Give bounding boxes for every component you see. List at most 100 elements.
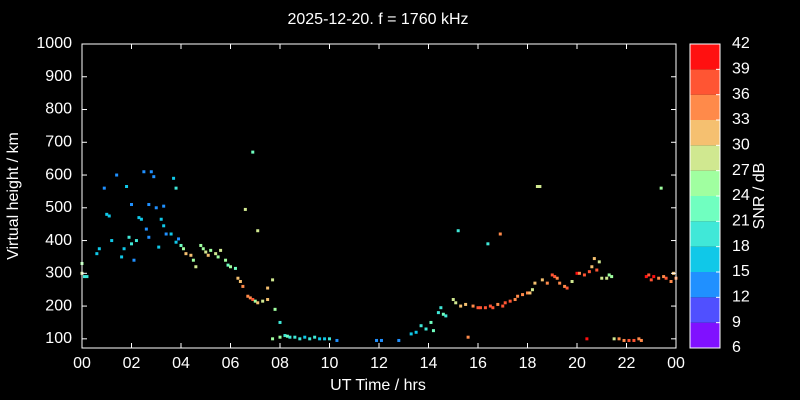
data-point [172, 176, 176, 180]
data-point [110, 239, 114, 243]
data-point [491, 306, 495, 310]
data-point [464, 302, 468, 306]
data-point [637, 337, 641, 341]
data-point [441, 312, 445, 316]
data-point [248, 296, 252, 300]
data-point [261, 299, 265, 303]
data-point [535, 185, 539, 188]
data-point [627, 338, 631, 342]
data-point [122, 247, 126, 251]
data-point [605, 276, 609, 280]
data-point [159, 217, 163, 221]
colorbar-tick-label: 12 [732, 289, 750, 306]
y-axis-label: Virtual height / km [5, 132, 22, 260]
data-point [550, 273, 554, 277]
data-point [488, 304, 492, 308]
data-point [652, 275, 656, 279]
data-point [271, 337, 275, 341]
data-point [335, 338, 339, 342]
data-point [154, 206, 158, 210]
data-point [553, 275, 557, 279]
y-tick-label: 300 [45, 265, 72, 282]
data-point [570, 280, 574, 283]
data-point [199, 243, 203, 247]
x-tick-label: 06 [222, 355, 240, 372]
colorbar-tick-label: 15 [732, 263, 750, 280]
data-point [375, 338, 379, 342]
data-point [503, 301, 507, 305]
x-tick-label: 10 [321, 355, 339, 372]
data-point [563, 284, 567, 288]
colorbar-tick-label: 24 [732, 187, 750, 204]
y-tick-label: 900 [45, 68, 72, 85]
data-point [174, 186, 178, 190]
data-point [644, 275, 648, 279]
data-point [144, 227, 148, 231]
data-point [533, 281, 537, 285]
data-point [471, 304, 475, 308]
data-point [612, 337, 616, 341]
data-point [127, 235, 131, 239]
data-point [429, 320, 433, 324]
colorbar-band [690, 170, 720, 196]
x-axis-label: UT Time / hrs [330, 377, 426, 394]
data-point [436, 311, 440, 315]
chart-title: 2025-12-20. f = 1760 kHz [287, 11, 468, 28]
data-point [147, 235, 151, 239]
data-point [597, 260, 601, 264]
data-point [575, 271, 579, 275]
data-point [134, 239, 138, 243]
data-point [538, 185, 542, 188]
data-point [496, 302, 500, 306]
data-point [219, 248, 223, 252]
data-point [139, 217, 143, 221]
data-point [293, 335, 297, 339]
colorbar-tick-label: 27 [732, 162, 750, 179]
data-point [508, 299, 512, 303]
data-point [120, 255, 124, 259]
data-point [256, 229, 260, 233]
x-tick-label: 00 [667, 355, 685, 372]
x-tick-label: 14 [420, 355, 438, 372]
data-point [102, 186, 106, 190]
data-point [431, 329, 435, 333]
data-point [181, 247, 185, 251]
data-point [216, 255, 220, 259]
data-point [466, 335, 470, 339]
data-point [323, 337, 327, 341]
data-point [439, 306, 443, 310]
data-point [224, 258, 228, 262]
data-point [577, 271, 581, 275]
data-point [266, 286, 270, 290]
data-point [238, 280, 242, 283]
data-point [454, 301, 458, 305]
data-point [82, 275, 86, 279]
y-tick-label: 700 [45, 133, 72, 150]
colorbar-band [690, 145, 720, 171]
data-point [246, 294, 250, 298]
data-point [565, 286, 569, 290]
data-point [130, 203, 133, 207]
data-point [157, 245, 161, 249]
data-point [657, 276, 661, 280]
colorbar-tick-label: 6 [732, 339, 741, 356]
data-point [513, 298, 517, 302]
data-point [600, 276, 604, 280]
data-point [632, 338, 636, 342]
data-point [313, 335, 317, 339]
data-point [278, 320, 282, 324]
data-point [607, 273, 611, 277]
data-point [201, 247, 205, 251]
colorbar-band [690, 94, 720, 120]
data-point [177, 237, 181, 241]
colorbar-tick-label: 30 [732, 137, 750, 154]
data-point [592, 257, 596, 261]
colorbar-tick-label: 33 [732, 111, 750, 128]
data-point [105, 212, 109, 216]
data-point [540, 278, 544, 282]
colorbar-band [690, 246, 720, 272]
data-point [328, 337, 331, 341]
data-point [649, 278, 653, 282]
data-point [414, 330, 418, 334]
data-point [130, 242, 133, 246]
